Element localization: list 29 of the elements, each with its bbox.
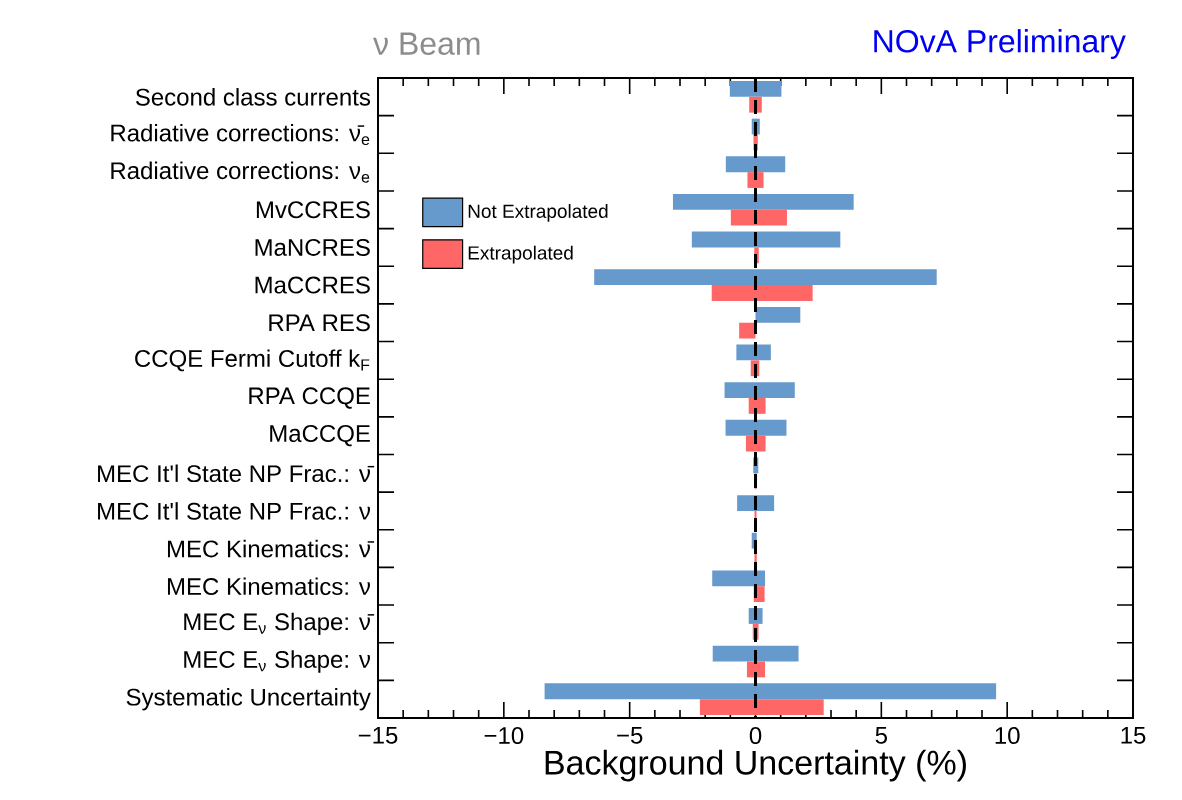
y-tick-label: MaNCRES <box>255 238 370 256</box>
y-tick-label: MaCCRES <box>255 276 370 294</box>
x-tick-label: −10 <box>484 727 524 745</box>
y-tick-label: RPA RES <box>269 314 370 332</box>
chart-title: ν Beam <box>373 32 480 55</box>
y-tick-label: MEC Kinematics: ν̄ <box>167 539 375 558</box>
y-tick-label: MEC E$_{ν}$ Shape: ν̄ <box>184 612 375 636</box>
x-axis-title: Background Uncertainty (%) <box>545 749 966 782</box>
y-tick-label: CCQE Fermi Cutoff k$_{F}$ <box>135 349 370 372</box>
legend-label: Not Extrapolated <box>468 204 608 222</box>
y-tick-label: MEC E$_{ν}$ Shape: ν <box>184 650 370 673</box>
legend-label: Extrapolated <box>468 245 573 264</box>
y-tick-label: MEC It'l State NP Frac.: ν̄ <box>98 464 375 483</box>
y-tick-label: MvCCRES <box>256 201 370 219</box>
y-tick-label: RPA CCQE <box>249 387 370 409</box>
y-tick-label: Second class currents <box>135 88 371 106</box>
x-tick-label: −5 <box>617 727 643 744</box>
x-tick-label: 0 <box>749 727 762 745</box>
y-tick-label: MEC Kinematics: ν <box>167 577 370 596</box>
x-tick-label: 5 <box>875 727 887 744</box>
x-tick-label: 10 <box>995 727 1020 745</box>
y-tick-label: MEC It'l State NP Frac.: ν <box>98 502 370 520</box>
y-tick-label: MaCCQE <box>270 425 370 447</box>
x-tick-label: 15 <box>1121 727 1146 744</box>
y-tick-label: Radiative corrections: ν̄$_{e}$ <box>111 123 370 146</box>
y-tick-label: Radiative corrections: ν$_{e}$ <box>111 161 370 183</box>
y-tick-label: Systematic Uncertainty <box>126 688 371 711</box>
x-tick-label: −15 <box>358 727 398 744</box>
text: NOvA Preliminary <box>874 29 1126 59</box>
